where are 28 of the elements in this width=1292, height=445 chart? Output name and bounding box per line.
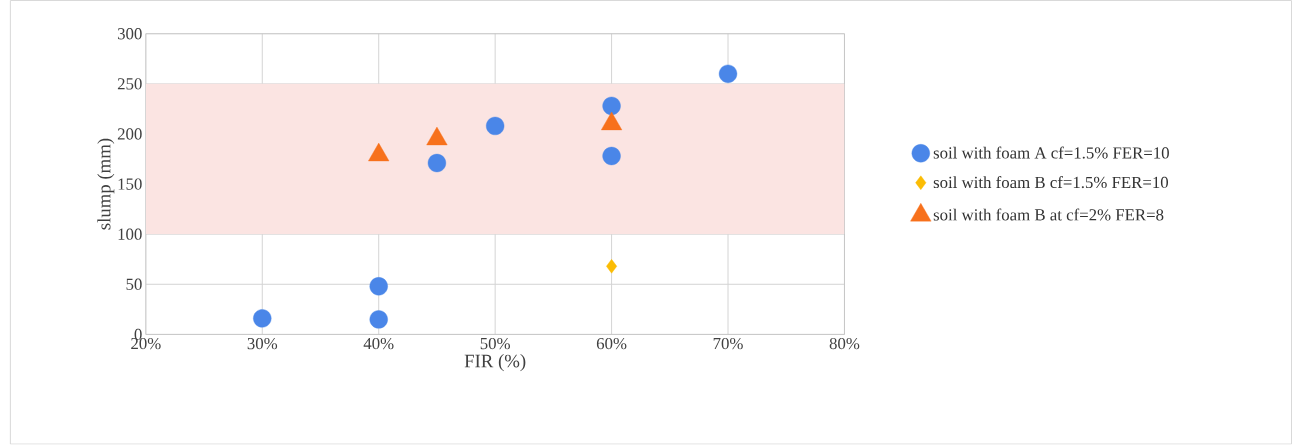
y-tick-label: 250	[117, 78, 142, 90]
legend-label: soil with foam A cf=1.5% FER=10	[933, 146, 1169, 159]
y-tick-label: 0	[134, 328, 142, 341]
x-tick-label: 50%	[480, 338, 510, 350]
point	[718, 64, 738, 84]
point	[369, 310, 388, 329]
y-tick-label: 100	[118, 228, 142, 241]
x-tick-label: 70%	[713, 338, 743, 350]
point	[253, 309, 272, 328]
point	[602, 147, 621, 166]
x-axis-title: FIR (%)	[464, 354, 526, 372]
y-tick-label: 300	[117, 28, 142, 40]
x-tick-label: 30%	[247, 338, 278, 350]
legend-label: soil with foam B at cf=2% FER=8	[933, 208, 1164, 221]
x-tick-label: 80%	[829, 338, 860, 350]
y-axis-title: slump (mm)	[97, 138, 115, 230]
point	[427, 154, 447, 173]
x-tick-label: 40%	[363, 338, 394, 350]
y-tick-label: 50	[126, 278, 142, 291]
y-tick-label: 150	[118, 178, 142, 190]
legend-label: soil with foam B cf=1.5% FER=10	[933, 176, 1169, 189]
y-tick-label: 200	[117, 128, 142, 140]
point	[602, 96, 621, 116]
point	[606, 259, 617, 274]
x-tick-label: 60%	[596, 338, 627, 350]
point	[486, 117, 505, 136]
point	[369, 277, 388, 296]
x-tick-label: 20%	[131, 338, 161, 350]
